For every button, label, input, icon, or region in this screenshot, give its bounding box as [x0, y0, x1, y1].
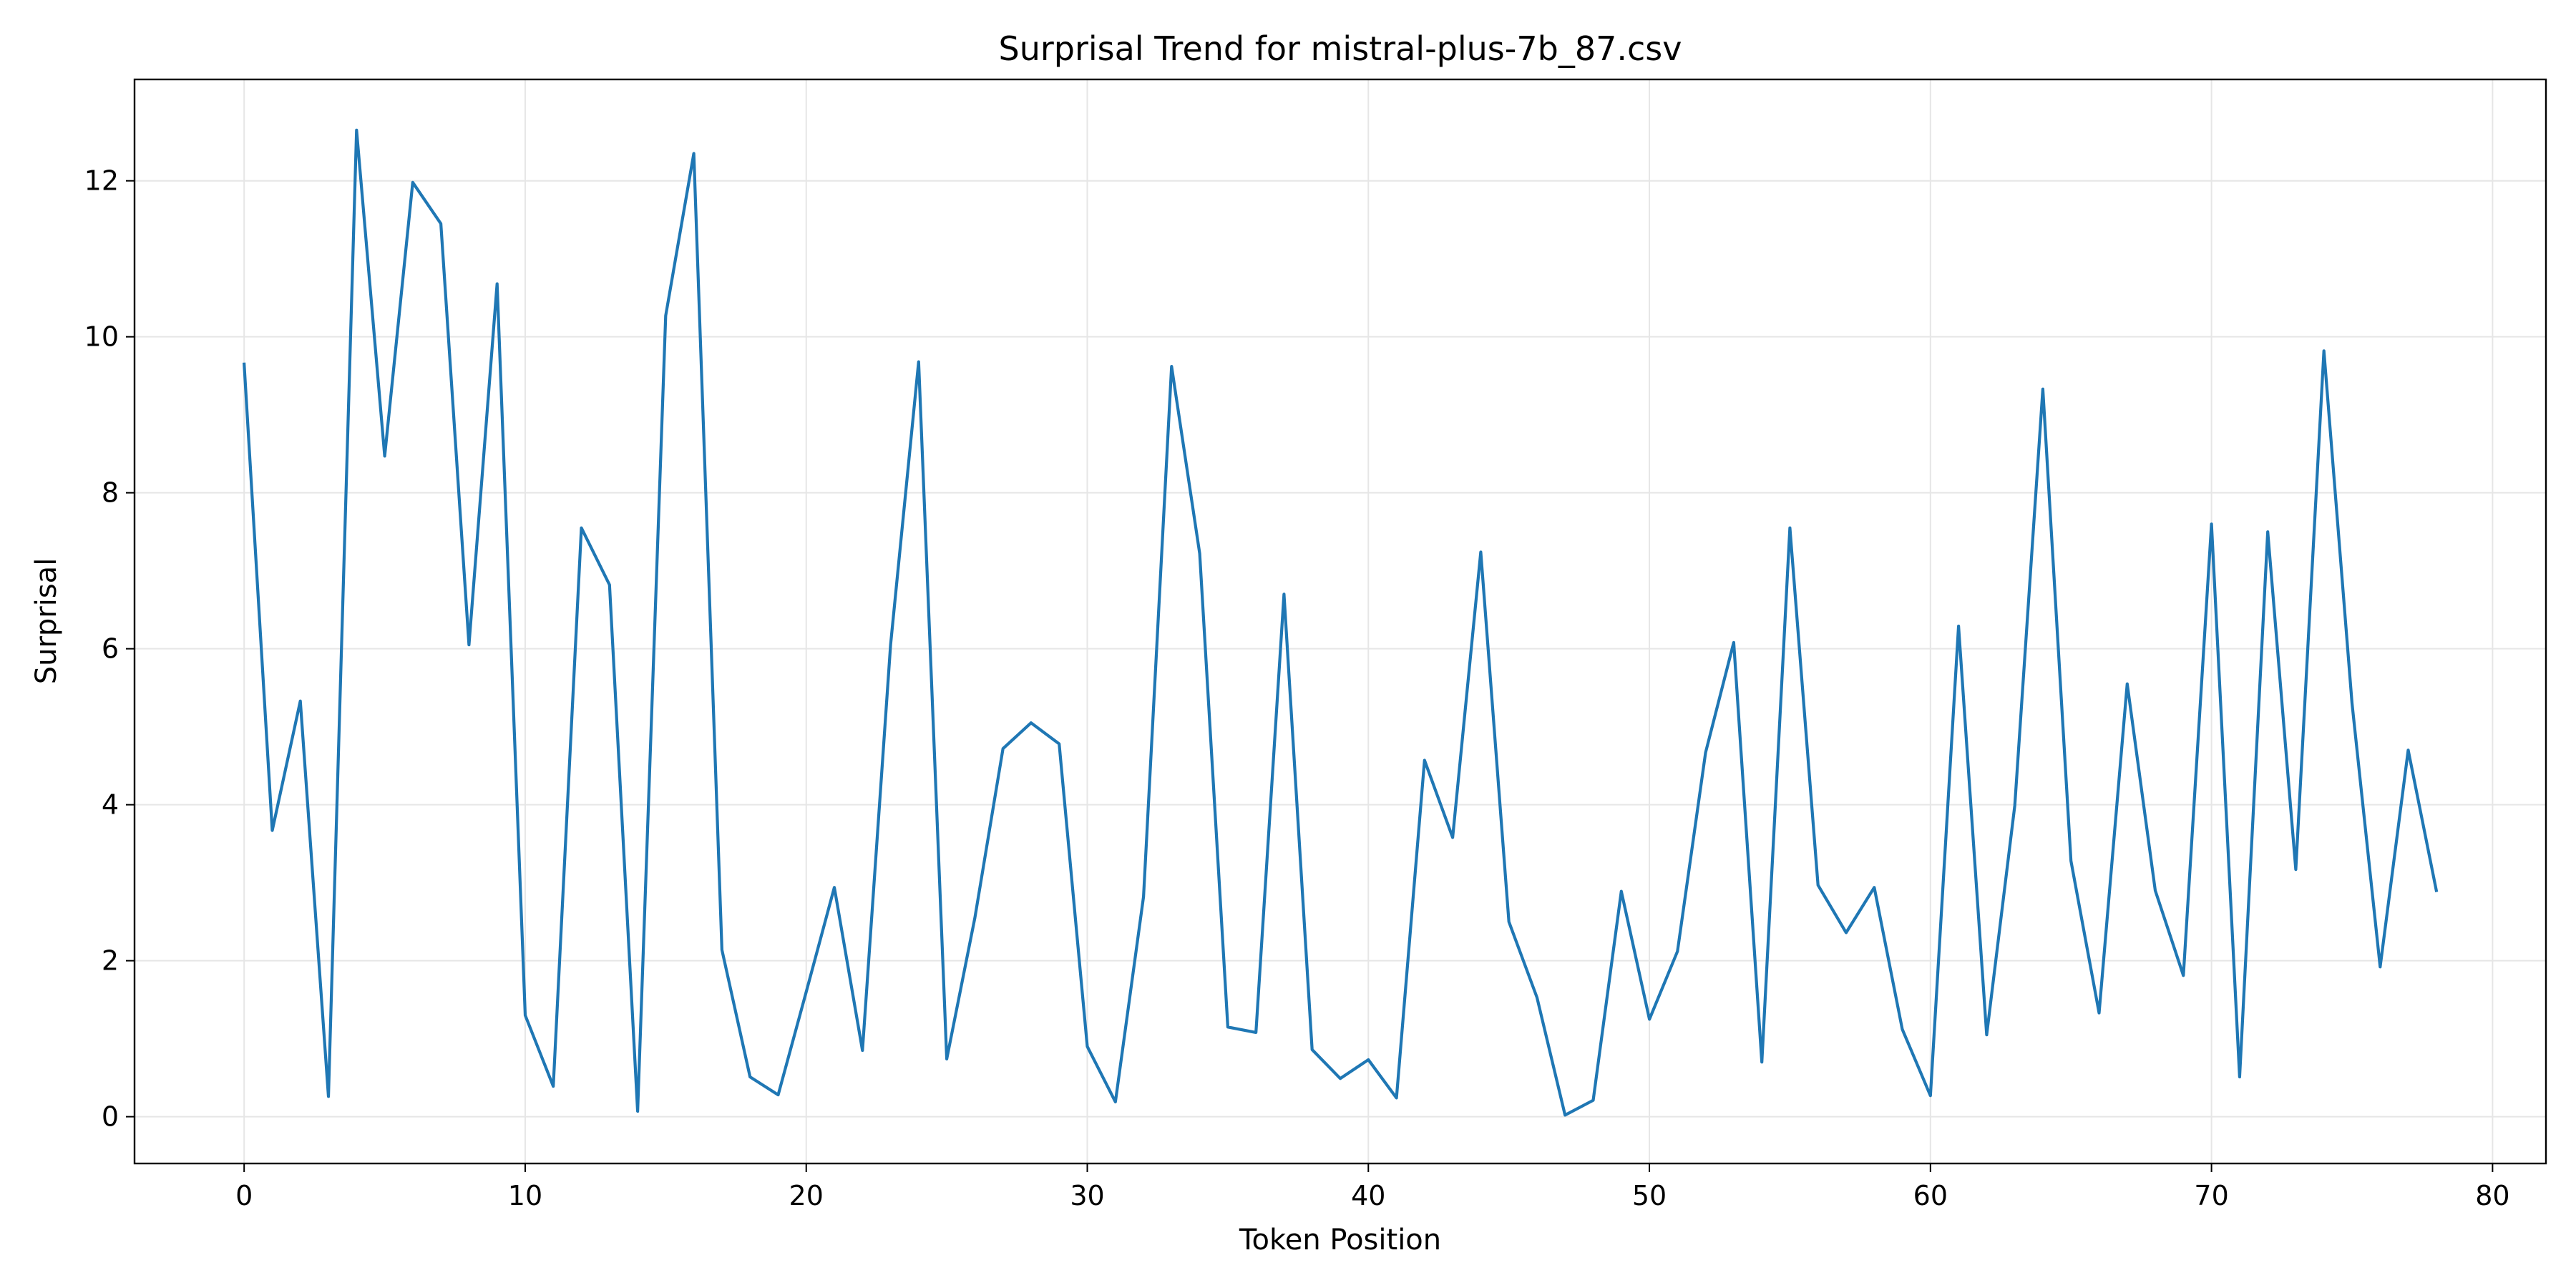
y-tick-label: 0 — [102, 1101, 119, 1133]
x-tick-label: 0 — [235, 1180, 253, 1211]
y-tick-label: 2 — [102, 945, 119, 977]
series-layer — [242, 128, 2439, 1117]
x-tick-label: 50 — [1632, 1180, 1667, 1211]
x-tick-label: 20 — [789, 1180, 824, 1211]
x-tick-label: 70 — [2194, 1180, 2228, 1211]
x-tick-label: 40 — [1351, 1180, 1385, 1211]
x-axis-label: Token Position — [1239, 1224, 1441, 1257]
y-tick-label: 6 — [102, 633, 119, 665]
y-tick-label: 8 — [102, 477, 119, 509]
y-tick-label: 12 — [84, 165, 119, 197]
x-tick-label: 80 — [2475, 1180, 2509, 1211]
ticks-layer: 0 10 20 30 40 50 60 70 80 0 2 4 6 8 10 12 — [84, 165, 2510, 1211]
plot-frame — [133, 78, 2547, 1165]
y-tick-label: 4 — [102, 789, 119, 821]
y-axis-label: Surprisal — [30, 558, 63, 685]
x-tick-label: 60 — [1913, 1180, 1948, 1211]
chart-title: Surprisal Trend for mistral-plus-7b_87.c… — [999, 29, 1682, 68]
y-tick-label: 10 — [84, 321, 119, 353]
x-tick-label: 10 — [508, 1180, 542, 1211]
grid-layer — [135, 79, 2546, 1163]
x-tick-label: 30 — [1070, 1180, 1104, 1211]
surprisal-series-line — [242, 128, 2439, 1117]
